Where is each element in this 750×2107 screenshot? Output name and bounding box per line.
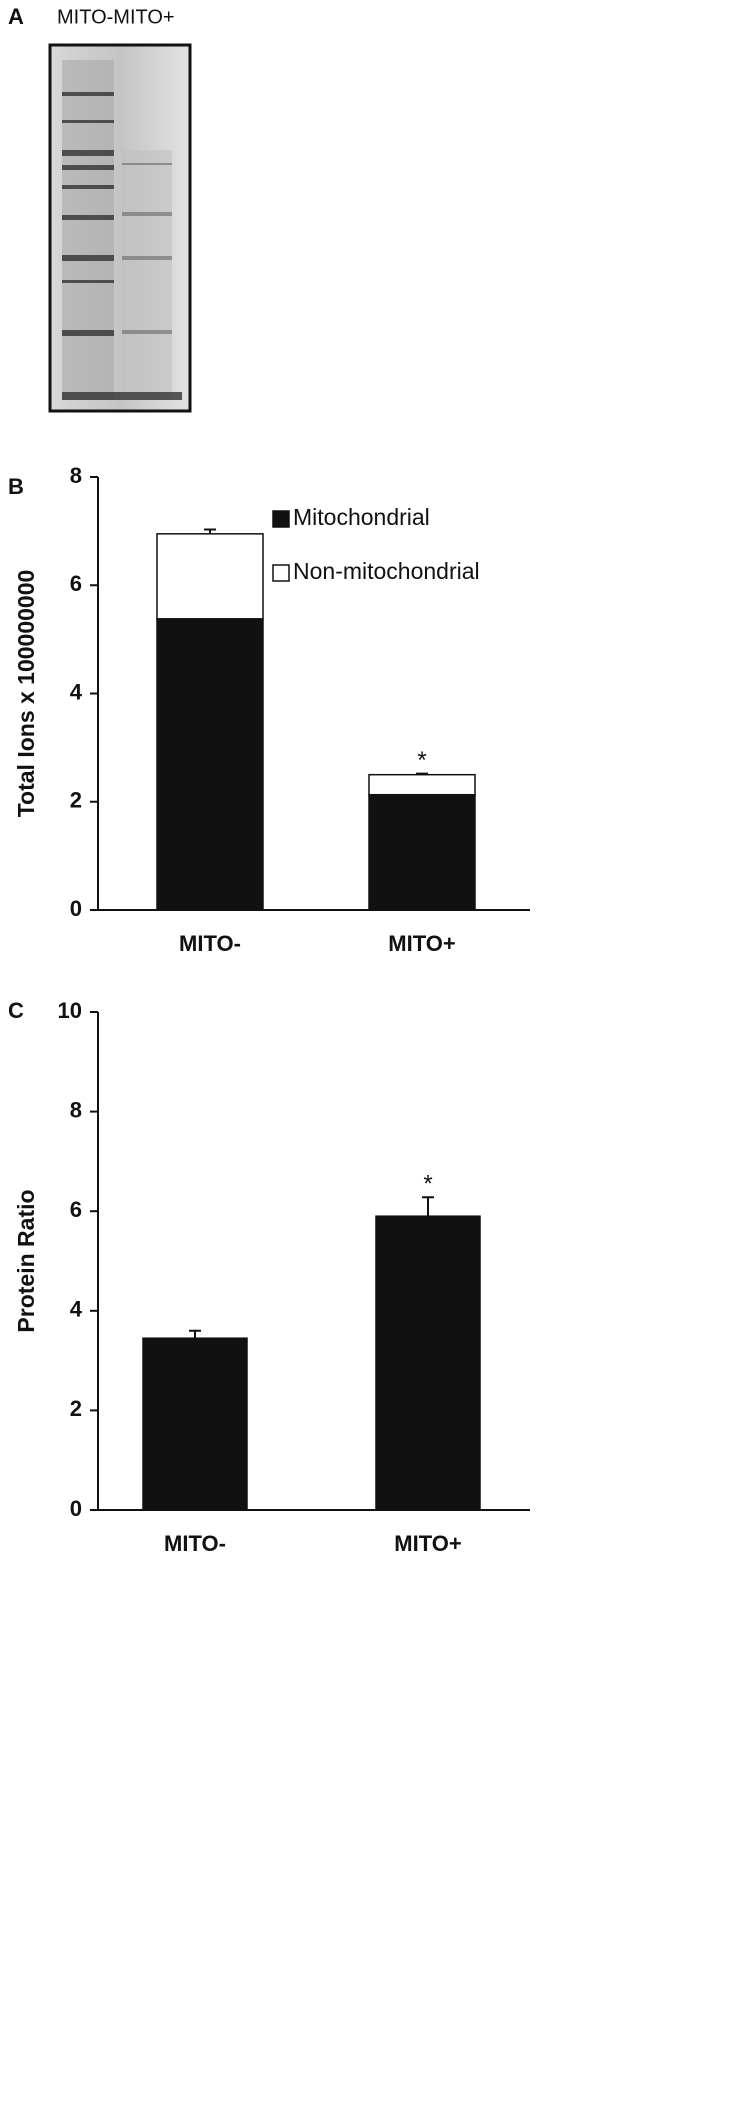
bar bbox=[156, 533, 264, 620]
y-tick-label: 6 bbox=[70, 571, 82, 596]
legend-label: Mitochondrial bbox=[293, 504, 430, 530]
y-tick-label: 2 bbox=[70, 788, 82, 813]
significance-mark: * bbox=[423, 1171, 432, 1198]
error-bar bbox=[204, 528, 216, 534]
significance-mark: * bbox=[417, 747, 426, 774]
bar bbox=[375, 1215, 481, 1511]
x-tick-label: MITO+ bbox=[388, 931, 455, 956]
error-bar bbox=[416, 772, 428, 775]
y-tick-label: 4 bbox=[70, 1297, 83, 1322]
panel-label: A bbox=[8, 4, 24, 29]
error-bar bbox=[422, 1196, 434, 1217]
y-tick-label: 0 bbox=[70, 896, 82, 921]
panel-label: C bbox=[8, 998, 24, 1023]
y-axis-label: Protein Ratio bbox=[13, 1189, 39, 1332]
x-tick-label: MITO+ bbox=[394, 1531, 461, 1556]
bar bbox=[156, 618, 264, 911]
y-tick-label: 4 bbox=[70, 679, 83, 704]
panel-label: B bbox=[8, 474, 24, 499]
y-tick-label: 8 bbox=[70, 463, 82, 488]
y-tick-label: 10 bbox=[58, 998, 82, 1023]
bar bbox=[368, 793, 476, 911]
bar bbox=[142, 1337, 248, 1511]
gel-image bbox=[48, 43, 192, 413]
y-tick-label: 6 bbox=[70, 1197, 82, 1222]
legend-swatch bbox=[272, 564, 290, 582]
y-tick-label: 0 bbox=[70, 1496, 82, 1521]
y-tick-label: 8 bbox=[70, 1097, 82, 1122]
legend-label: Non-mitochondrial bbox=[293, 558, 480, 584]
x-tick-label: MITO- bbox=[164, 1531, 226, 1556]
y-tick-label: 2 bbox=[70, 1396, 82, 1421]
bar bbox=[368, 773, 476, 796]
error-bar bbox=[189, 1329, 201, 1339]
legend-swatch bbox=[272, 510, 290, 528]
x-tick-label: MITO- bbox=[179, 931, 241, 956]
lane-labels: MITO-MITO+ bbox=[57, 6, 175, 28]
y-axis-label: Total Ions x 100000000 bbox=[13, 570, 39, 818]
